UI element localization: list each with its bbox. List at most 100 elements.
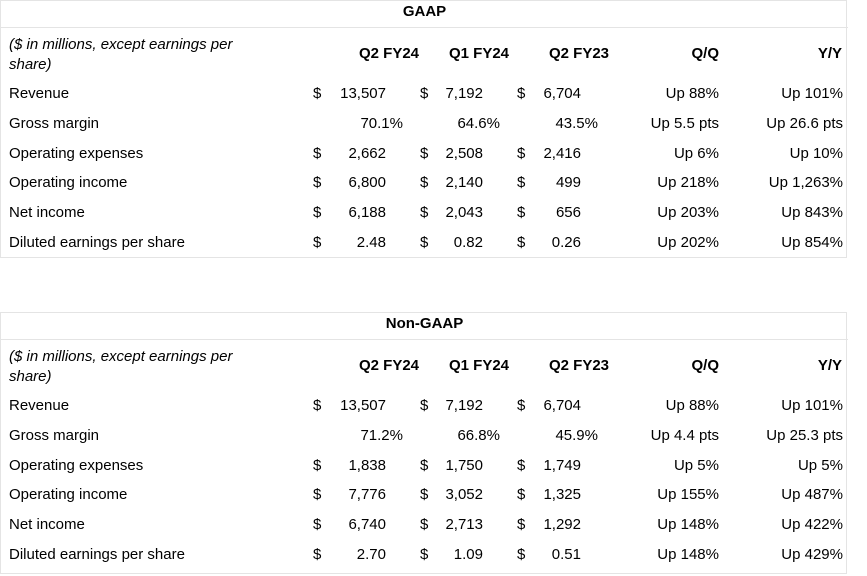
- row-label: Operating expenses: [9, 145, 144, 162]
- value-cell: 1.09: [453, 546, 483, 563]
- yy-change-cell: Up 5%: [797, 457, 843, 474]
- value-cell: 7,192: [445, 397, 483, 414]
- qq-change-cell: Up 6%: [673, 145, 719, 162]
- column-header: Q2 FY24: [358, 357, 420, 374]
- value-cell: 70.1%: [360, 115, 403, 132]
- value-cell: 1,750: [445, 457, 483, 474]
- row-label: Net income: [9, 204, 85, 221]
- currency-symbol: $: [420, 174, 429, 191]
- row-label: Diluted earnings per share: [9, 546, 185, 563]
- qq-change-cell: Up 218%: [657, 174, 719, 191]
- row-label: Revenue: [9, 85, 70, 102]
- column-header: Q2 FY23: [548, 357, 610, 374]
- currency-symbol: $: [420, 145, 429, 162]
- column-header: Q2 FY24: [358, 45, 420, 62]
- currency-symbol: $: [420, 204, 429, 221]
- table-title: Non-GAAP: [385, 315, 464, 332]
- currency-symbol: $: [313, 145, 322, 162]
- value-cell: 6,704: [543, 85, 581, 102]
- value-cell: 1,749: [543, 457, 581, 474]
- row-label: Diluted earnings per share: [9, 234, 185, 251]
- value-cell: 71.2%: [360, 427, 403, 444]
- currency-symbol: $: [420, 85, 429, 102]
- value-cell: 6,740: [348, 516, 386, 533]
- value-cell: 6,188: [348, 204, 386, 221]
- value-cell: 1,325: [543, 486, 581, 503]
- currency-symbol: $: [517, 397, 526, 414]
- column-header: Q1 FY24: [448, 45, 510, 62]
- value-cell: 7,776: [348, 486, 386, 503]
- value-cell: 45.9%: [555, 427, 598, 444]
- qq-change-cell: Up 5%: [673, 457, 719, 474]
- currency-symbol: $: [517, 234, 526, 251]
- row-label: Operating income: [9, 174, 128, 191]
- column-header: Q/Q: [691, 45, 719, 62]
- yy-change-cell: Up 10%: [789, 145, 843, 162]
- currency-symbol: $: [517, 145, 526, 162]
- qq-change-cell: Up 88%: [665, 85, 719, 102]
- gaap-table: GAAP ($ in millions, except earnings per …: [0, 0, 848, 258]
- yy-change-cell: Up 487%: [781, 486, 843, 503]
- yy-change-cell: Up 429%: [781, 546, 843, 563]
- yy-change-cell: Up 101%: [781, 397, 843, 414]
- title-divider: [1, 339, 848, 340]
- value-cell: 0.26: [551, 234, 581, 251]
- table-title: GAAP: [402, 3, 447, 20]
- value-cell: 2,662: [348, 145, 386, 162]
- currency-symbol: $: [313, 486, 322, 503]
- value-cell: 2,416: [543, 145, 581, 162]
- value-cell: 13,507: [340, 397, 386, 414]
- qq-change-cell: Up 202%: [657, 234, 719, 251]
- yy-change-cell: Up 422%: [781, 516, 843, 533]
- qq-change-cell: Up 88%: [665, 397, 719, 414]
- value-cell: 6,800: [348, 174, 386, 191]
- row-label: Net income: [9, 516, 85, 533]
- currency-symbol: $: [313, 204, 322, 221]
- currency-symbol: $: [517, 486, 526, 503]
- currency-symbol: $: [313, 397, 322, 414]
- currency-symbol: $: [420, 546, 429, 563]
- currency-symbol: $: [313, 174, 322, 191]
- row-label: Operating income: [9, 486, 128, 503]
- value-cell: 0.51: [551, 546, 581, 563]
- currency-symbol: $: [517, 457, 526, 474]
- value-cell: 2,713: [445, 516, 483, 533]
- yy-change-cell: Up 843%: [781, 204, 843, 221]
- currency-symbol: $: [313, 234, 322, 251]
- currency-symbol: $: [313, 546, 322, 563]
- currency-symbol: $: [517, 174, 526, 191]
- value-cell: 499: [555, 174, 581, 191]
- units-note: ($ in millions, except earnings per shar…: [9, 36, 233, 73]
- value-cell: 2,140: [445, 174, 483, 191]
- column-header: Q/Q: [691, 357, 719, 374]
- value-cell: 0.82: [453, 234, 483, 251]
- value-cell: 3,052: [445, 486, 483, 503]
- non-gaap-table: Non-GAAP ($ in millions, except earnings …: [0, 312, 848, 574]
- qq-change-cell: Up 148%: [657, 516, 719, 533]
- yy-change-cell: Up 1,263%: [768, 174, 843, 191]
- currency-symbol: $: [420, 516, 429, 533]
- currency-symbol: $: [517, 516, 526, 533]
- row-label: Revenue: [9, 397, 70, 414]
- column-header: Y/Y: [817, 45, 842, 62]
- qq-change-cell: Up 155%: [657, 486, 719, 503]
- qq-change-cell: Up 4.4 pts: [650, 427, 719, 444]
- value-cell: 64.6%: [457, 115, 500, 132]
- value-cell: 2.70: [356, 546, 386, 563]
- yy-change-cell: Up 26.6 pts: [766, 115, 843, 132]
- title-divider: [1, 27, 848, 28]
- currency-symbol: $: [420, 486, 429, 503]
- currency-symbol: $: [313, 85, 322, 102]
- yy-change-cell: Up 101%: [781, 85, 843, 102]
- row-label: Gross margin: [9, 427, 100, 444]
- column-header: Y/Y: [817, 357, 842, 374]
- value-cell: 656: [555, 204, 581, 221]
- currency-symbol: $: [420, 234, 429, 251]
- value-cell: 2.48: [356, 234, 386, 251]
- yy-change-cell: Up 854%: [781, 234, 843, 251]
- value-cell: 13,507: [340, 85, 386, 102]
- units-note: ($ in millions, except earnings per shar…: [9, 348, 233, 385]
- currency-symbol: $: [517, 546, 526, 563]
- qq-change-cell: Up 203%: [657, 204, 719, 221]
- currency-symbol: $: [420, 457, 429, 474]
